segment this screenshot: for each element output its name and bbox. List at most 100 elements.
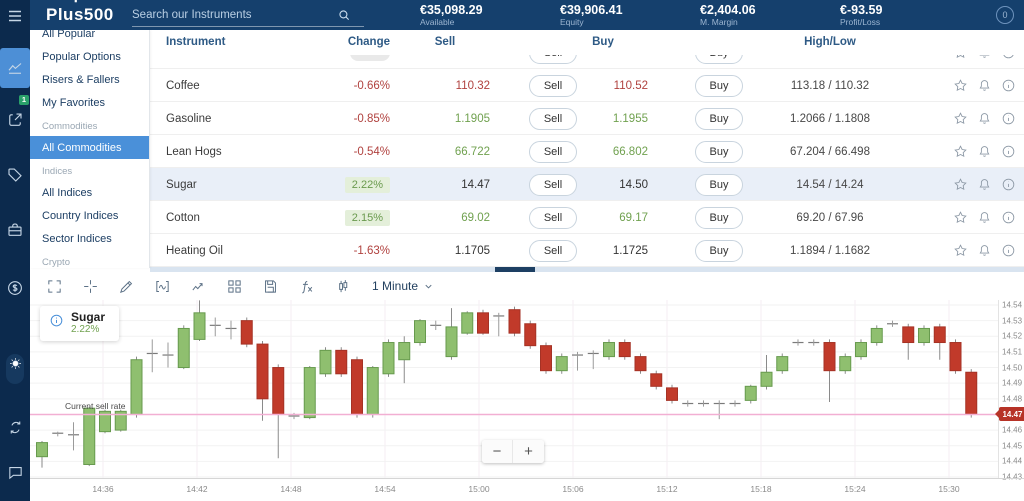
table-row-cotton[interactable]: Cotton 2.15% 69.02 Sell 69.17 Buy 69.20 / 67.9… <box>150 201 1024 234</box>
buy-price: 66.802 <box>612 145 648 158</box>
sidebar-item-my-favorites[interactable]: My Favorites <box>42 96 105 109</box>
sell-button[interactable]: Sell <box>529 107 577 130</box>
price-axis: 14.54 14.53 14.52 14.51 14.50 14.49 14.48 14.46… <box>995 300 1024 481</box>
buy-button[interactable]: Buy <box>695 107 743 130</box>
instrument-info-icon[interactable] <box>49 313 64 328</box>
favorite-star-icon[interactable] <box>953 78 968 93</box>
buy-button[interactable]: Buy <box>695 140 743 163</box>
info-icon[interactable] <box>1001 144 1016 159</box>
category-sidebar: All Popular Popular Options Risers & Falle… <box>30 30 150 268</box>
sell-price: 110.32 <box>455 79 490 92</box>
favorite-star-icon[interactable] <box>953 111 968 126</box>
search-input[interactable] <box>132 8 337 21</box>
alert-bell-icon[interactable] <box>977 111 992 126</box>
alert-bell-icon[interactable] <box>977 144 992 159</box>
candle <box>114 409 127 432</box>
menu-icon[interactable] <box>0 5 30 27</box>
alert-bell-icon[interactable] <box>977 78 992 93</box>
toolbar-draw-icon[interactable] <box>116 276 136 296</box>
table-row-heating-oil[interactable]: Heating Oil -1.63% 1.1705 Sell 1.1725 Buy 1.18… <box>150 234 1024 267</box>
alert-bell-icon[interactable] <box>977 243 992 258</box>
sidebar-item-sector-indices[interactable]: Sector Indices <box>42 232 112 245</box>
candle <box>729 400 741 407</box>
favorite-star-icon[interactable] <box>953 210 968 225</box>
alert-bell-icon[interactable] <box>977 177 992 192</box>
info-icon[interactable] <box>1001 177 1016 192</box>
candles <box>36 300 978 468</box>
sell-button[interactable]: Sell <box>529 140 577 163</box>
sidebar-item-all-commodities[interactable]: All Commodities <box>30 136 149 159</box>
sidebar-section-commodities: Commodities <box>42 121 98 132</box>
info-icon[interactable] <box>1001 111 1016 126</box>
sidebar-item-all-indices[interactable]: All Indices <box>42 186 93 199</box>
rail-funds-icon[interactable] <box>0 268 30 308</box>
favorite-star-icon[interactable] <box>953 243 968 258</box>
candle <box>68 422 79 451</box>
sell-button[interactable]: Sell <box>529 173 577 196</box>
sell-button[interactable]: Sell <box>529 74 577 97</box>
table-scrollbar-track[interactable] <box>150 267 1024 272</box>
rail-tag-icon[interactable] <box>0 155 30 195</box>
rail-chat-icon[interactable] <box>0 455 30 489</box>
buy-price: 1.1725 <box>612 244 648 257</box>
buy-button[interactable]: Buy <box>695 173 743 196</box>
table-row-sugar[interactable]: Sugar 2.22% 14.47 Sell 14.50 Buy 14.54 / 14.24 <box>150 168 1024 201</box>
sidebar-item-country-indices[interactable]: Country Indices <box>42 209 119 222</box>
timeframe-dropdown[interactable]: 1 Minute <box>372 279 434 293</box>
buy-button[interactable]: Buy <box>695 206 743 229</box>
sell-button[interactable]: Sell <box>529 206 577 229</box>
current-sell-rate-label: Current sell rate <box>65 401 126 412</box>
toolbar-functions-icon[interactable] <box>296 276 316 296</box>
toolbar-line-type-icon[interactable] <box>188 276 208 296</box>
sidebar-item-popular-options[interactable]: Popular Options <box>42 50 121 63</box>
col-header-high-low: High/Low <box>804 36 856 48</box>
favorite-star-icon[interactable] <box>953 144 968 159</box>
table-row-lean-hogs[interactable]: Lean Hogs -0.54% 66.722 Sell 66.802 Buy 67.204… <box>150 135 1024 168</box>
toolbar-indicators-icon[interactable] <box>152 276 172 296</box>
zoom-in-button[interactable]: + <box>513 440 544 463</box>
rail-theme-toggle[interactable] <box>0 352 30 386</box>
zoom-out-button[interactable]: − <box>482 440 513 463</box>
candle <box>949 339 962 374</box>
sidebar-section-indices: Indices <box>42 166 73 177</box>
table-row-gasoline[interactable]: Gasoline -0.85% 1.1905 Sell 1.1955 Buy 1.2066 … <box>150 102 1024 135</box>
chart-zoom-controls: − + <box>482 440 544 463</box>
toolbar-candlestick-icon[interactable] <box>332 276 352 296</box>
sell-button[interactable]: Sell <box>529 239 577 262</box>
price-tick-label: 14.49 <box>1002 378 1023 388</box>
rail-positions-icon[interactable]: 1 <box>0 95 30 140</box>
candle <box>445 308 458 360</box>
search-icon[interactable] <box>337 8 351 22</box>
candle <box>36 441 48 468</box>
info-icon[interactable] <box>1001 78 1016 93</box>
high-low-value: 67.204 / 66.498 <box>790 145 870 158</box>
candle <box>430 320 442 331</box>
buy-button[interactable]: Buy <box>695 74 743 97</box>
toolbar-layout-icon[interactable] <box>224 276 244 296</box>
candlestick-chart: Sugar 2.22% Current sell rate − + <box>30 300 998 478</box>
top-bar: Plus500 ✚ €35,098.29Available€39,906.41E… <box>0 0 1024 30</box>
sidebar-item-risers-fallers[interactable]: Risers & Fallers <box>42 73 120 86</box>
info-icon[interactable] <box>1001 210 1016 225</box>
toolbar-save-icon[interactable] <box>260 276 280 296</box>
candle <box>193 300 206 341</box>
toolbar-expand-icon[interactable] <box>44 276 64 296</box>
sidebar-item-all-popular[interactable]: All Popular <box>42 30 96 40</box>
table-row-coffee[interactable]: Coffee -0.66% 110.32 Sell 110.52 Buy 113.18 / … <box>150 69 1024 102</box>
notification-badge[interactable]: 0 <box>996 6 1014 24</box>
buy-button[interactable]: Buy <box>695 239 743 262</box>
change-value: -0.66% <box>353 79 390 92</box>
rail-markets-icon[interactable] <box>0 48 30 88</box>
stat-value: €35,098.29 <box>420 2 483 17</box>
table-scrollbar-thumb[interactable] <box>495 267 535 272</box>
favorite-star-icon[interactable] <box>953 177 968 192</box>
stat-equity: €39,906.41 Equity <box>540 0 680 30</box>
candle <box>634 353 647 374</box>
rail-portfolio-icon[interactable] <box>0 210 30 250</box>
candle <box>870 325 883 346</box>
info-icon[interactable] <box>1001 243 1016 258</box>
rail-refresh-icon[interactable] <box>0 410 30 444</box>
candle <box>713 400 725 420</box>
toolbar-crosshair-icon[interactable] <box>80 276 100 296</box>
alert-bell-icon[interactable] <box>977 210 992 225</box>
